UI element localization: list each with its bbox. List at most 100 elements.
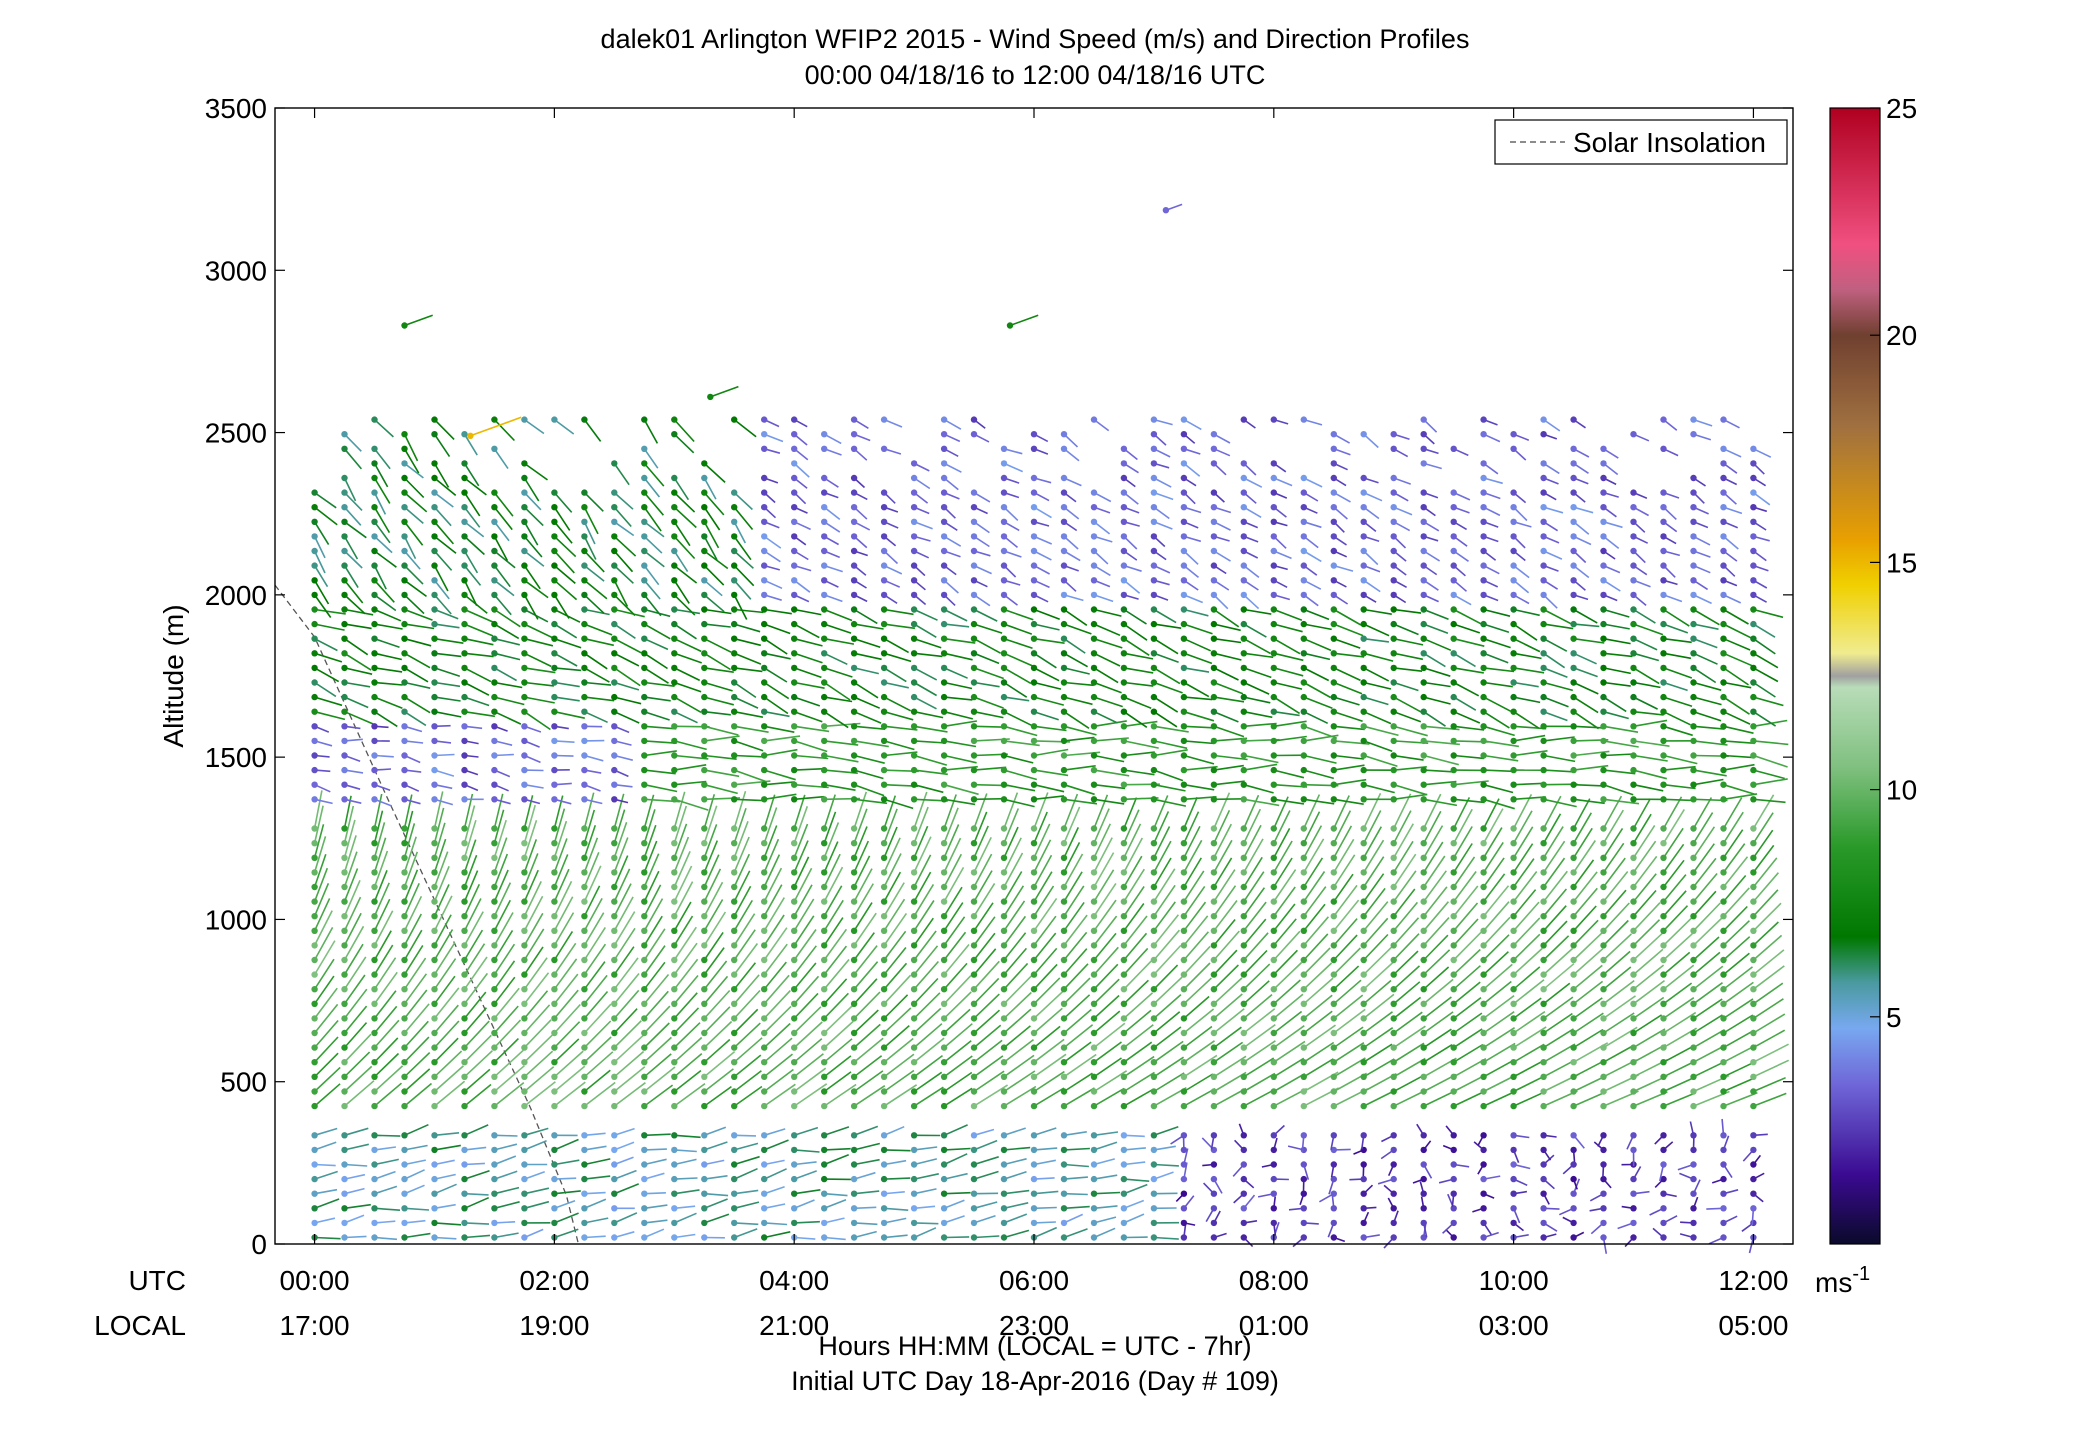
wind-barb-point [551, 621, 557, 627]
wind-barb-point [1061, 548, 1067, 554]
wind-barb-point [1570, 1234, 1576, 1240]
wind-barb-stem [1634, 697, 1658, 709]
wind-barb-point [581, 606, 587, 612]
wind-barb-point [1241, 1088, 1247, 1094]
wind-barb-point [1091, 548, 1097, 554]
wind-barb-point [461, 533, 467, 539]
wind-barb-point [1361, 1191, 1367, 1197]
wind-barb-point [941, 665, 947, 671]
wind-barb-point [791, 1220, 797, 1226]
wind-barb-point [1241, 650, 1247, 656]
wind-barb-point [1421, 709, 1427, 715]
wind-barb-point [1361, 1161, 1367, 1167]
wind-barb-stem [1364, 639, 1389, 642]
wind-barb-point [1151, 636, 1157, 642]
wind-barb-point [1630, 1147, 1636, 1153]
wind-barb-point [1660, 1205, 1666, 1211]
wind-barb-stem [854, 992, 880, 1018]
wind-barb-point [611, 957, 617, 963]
wind-barb-stem [584, 1159, 610, 1165]
wind-barb-point [1630, 504, 1636, 510]
wind-barb-point [761, 1220, 767, 1226]
wind-barb-stem [1034, 1128, 1056, 1135]
wind-barb-point [491, 650, 497, 656]
wind-barb-point [521, 928, 527, 934]
wind-barb-point [881, 1205, 887, 1211]
wind-barb-point [821, 1001, 827, 1007]
wind-barb-point [1301, 1103, 1307, 1109]
wind-barb-point [1211, 957, 1217, 963]
wind-barb-point [671, 840, 677, 846]
wind-barb-point [1061, 431, 1067, 437]
wind-barb-point [971, 650, 977, 656]
wind-barb-point [671, 855, 677, 861]
wind-barb-stem [584, 944, 605, 974]
wind-barb-point [521, 548, 527, 554]
wind-barb-stem [375, 463, 388, 487]
wind-barb-stem [1394, 697, 1422, 712]
wind-barb-point [941, 519, 947, 525]
wind-barb-point [1570, 796, 1576, 802]
wind-barb-stem [1484, 799, 1515, 808]
wind-barb-point [671, 942, 677, 948]
wind-barb-point [1510, 723, 1516, 729]
wind-barb-point [1271, 986, 1277, 992]
wind-barb-point [431, 840, 437, 846]
wind-barb-point [611, 1191, 617, 1197]
wind-barb-point [671, 1030, 677, 1036]
wind-barb-stem [1364, 902, 1388, 931]
wind-barb-stem [1004, 948, 1026, 974]
wind-barb-stem [1004, 976, 1031, 1004]
wind-barb-point [1600, 723, 1606, 729]
wind-barb-point [491, 1205, 497, 1211]
wind-barb-point [1151, 884, 1157, 890]
wind-barb-point [1121, 709, 1127, 715]
wind-barb-point [1451, 855, 1457, 861]
wind-barb-point [731, 562, 737, 568]
wind-barb-stem [1394, 668, 1422, 671]
wind-barb-stem [345, 653, 372, 670]
wind-barb-stem [1694, 999, 1723, 1018]
wind-barb-point [1091, 1205, 1097, 1211]
wind-barb-stem [704, 991, 729, 1019]
wind-barb-stem [1664, 610, 1690, 627]
wind-barb-point [761, 1176, 767, 1182]
wind-barb-point [1660, 928, 1666, 934]
wind-barb-stem [1724, 1078, 1755, 1092]
wind-barb-point [491, 446, 497, 452]
wind-barb-point [551, 723, 557, 729]
wind-barb-stem [1634, 639, 1658, 650]
wind-barb-point [1690, 928, 1696, 934]
wind-barb-point [1690, 1234, 1696, 1240]
wind-barb-point [911, 986, 917, 992]
wind-barb-point [1660, 665, 1666, 671]
wind-barb-stem [944, 1073, 972, 1092]
wind-barb-stem [974, 1141, 997, 1150]
wind-barb-point [1570, 840, 1576, 846]
wind-barb-stem [1064, 610, 1087, 626]
wind-barb-point [461, 1001, 467, 1007]
wind-barb-point [941, 869, 947, 875]
wind-barb-point [821, 621, 827, 627]
wind-barb-point [731, 884, 737, 890]
wind-barb-stem [554, 974, 577, 1004]
wind-barb-stem [614, 639, 641, 653]
wind-barb-point [1540, 1001, 1546, 1007]
wind-barb-stem [524, 1141, 546, 1150]
wind-barb-stem [614, 653, 639, 666]
wind-barb-point [1480, 577, 1486, 583]
wind-barb-point [1720, 1205, 1726, 1211]
wind-barb-point [431, 869, 437, 875]
wind-barb-point [971, 752, 977, 758]
wind-barb-stem [1454, 697, 1476, 710]
wind-barb-point [731, 694, 737, 700]
wind-barb-point [401, 767, 407, 773]
wind-barb-stem [494, 1233, 518, 1237]
wind-barb-point [1570, 519, 1576, 525]
wind-barb-point [1121, 898, 1127, 904]
wind-barb-stem [734, 1143, 758, 1150]
wind-barb-point [731, 1161, 737, 1167]
wind-barb-point [1451, 767, 1457, 773]
wind-barb-stem [1694, 624, 1719, 629]
wind-barb-point [731, 621, 737, 627]
